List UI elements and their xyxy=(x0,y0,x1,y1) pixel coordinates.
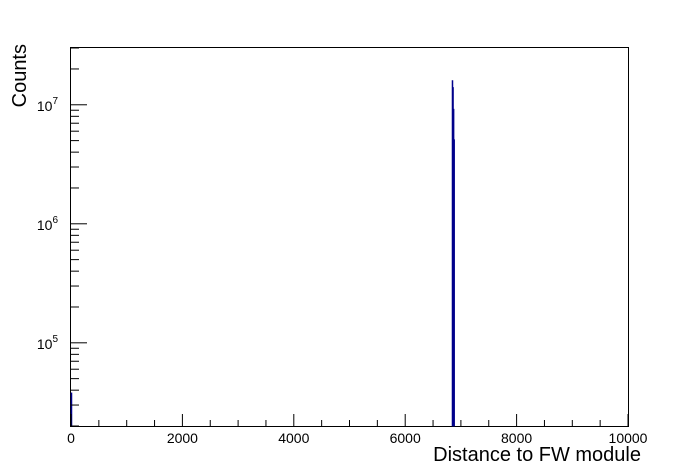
x-tick-label: 0 xyxy=(67,430,75,446)
plot-frame xyxy=(70,47,629,427)
y-tick-label: 106 xyxy=(37,215,59,233)
y-axis-title: Counts xyxy=(9,44,31,107)
x-axis-title: Distance to FW module xyxy=(433,444,641,466)
x-tick-label: 10000 xyxy=(609,430,648,446)
x-tick-label: 4000 xyxy=(278,430,309,446)
y-tick-label: 105 xyxy=(37,334,59,352)
histogram-bar-4 xyxy=(453,139,455,427)
y-axis: 105 106 107 xyxy=(37,47,87,427)
x-axis: 0 2000 4000 6000 8000 10000 xyxy=(67,414,648,446)
y-tick-label: 107 xyxy=(37,96,59,114)
bars-group xyxy=(70,80,455,427)
x-tick-label: 2000 xyxy=(167,430,198,446)
x-tick-label: 6000 xyxy=(390,430,421,446)
x-tick-label: 8000 xyxy=(501,430,532,446)
